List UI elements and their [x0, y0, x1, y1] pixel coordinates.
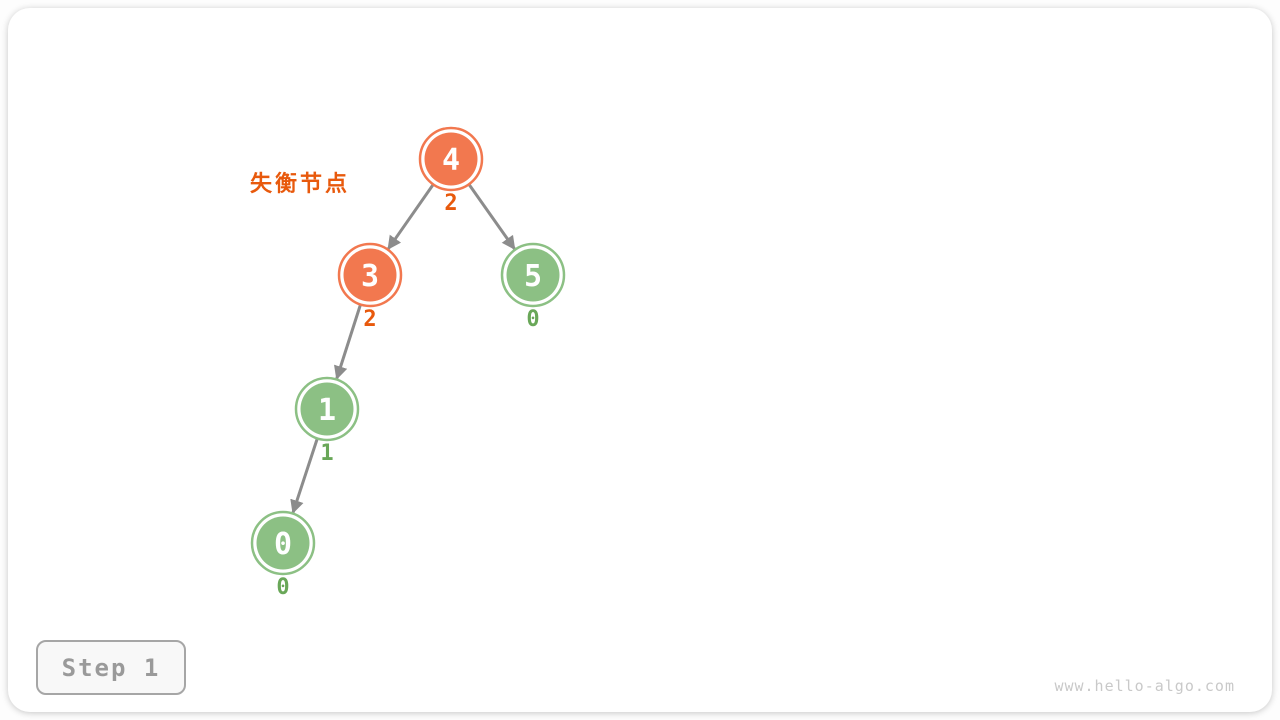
- step-badge: Step 1: [36, 640, 186, 695]
- tree-node-1: 11: [294, 376, 360, 466]
- node-fill-circle: [343, 248, 397, 302]
- node-fill-circle: [300, 382, 354, 436]
- watermark-url: www.hello-algo.com: [1054, 677, 1235, 695]
- balance-factor: 0: [276, 575, 289, 600]
- tree-node-0: 00: [250, 510, 316, 600]
- unbalanced-node-label: 失衡节点: [250, 172, 351, 197]
- tree-node-3: 32: [337, 242, 403, 332]
- node-outer-ring: [337, 242, 403, 308]
- node-value: 5: [524, 259, 542, 294]
- balance-factor: 0: [526, 307, 539, 332]
- tree-node-5: 50: [500, 242, 566, 332]
- tree-edge-n4-n3: [387, 183, 435, 250]
- tree-edge-n1-n0: [290, 438, 319, 514]
- node-fill-circle: [424, 132, 478, 186]
- node-fill-circle: [256, 516, 310, 570]
- tree-edge-n3-n1: [334, 304, 362, 380]
- balance-factor: 1: [320, 441, 333, 466]
- balance-factor: 2: [363, 307, 376, 332]
- node-value: 1: [318, 393, 336, 428]
- node-value: 0: [274, 527, 292, 562]
- node-outer-ring: [294, 376, 360, 442]
- node-outer-ring: [250, 510, 316, 576]
- node-outer-ring: [418, 126, 484, 192]
- balance-factor: 2: [444, 191, 457, 216]
- node-fill-circle: [506, 248, 560, 302]
- node-outer-ring: [500, 242, 566, 308]
- step-badge-label: Step 1: [61, 653, 161, 682]
- node-value: 3: [361, 259, 379, 294]
- tree-edge-n4-n5: [467, 183, 516, 251]
- node-value: 4: [442, 143, 460, 178]
- figure-card: [8, 8, 1272, 712]
- tree-node-4: 42: [418, 126, 484, 216]
